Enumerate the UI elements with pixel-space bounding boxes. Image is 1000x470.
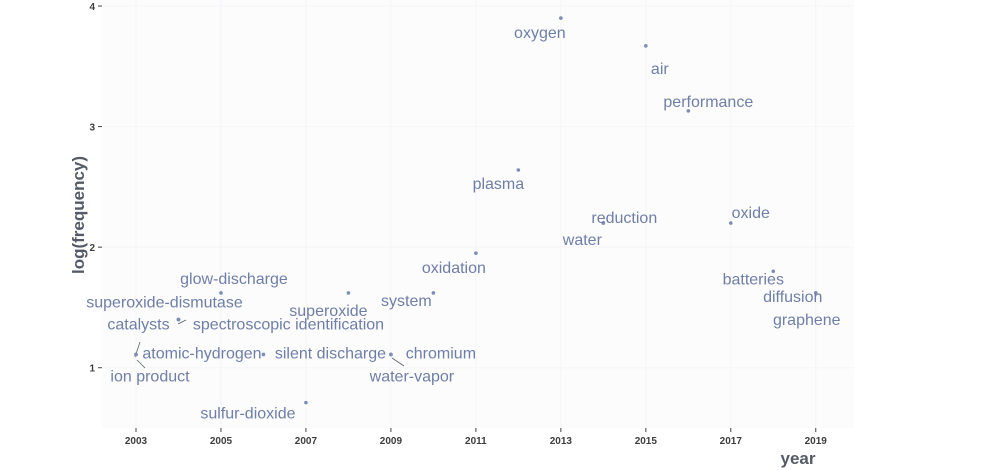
grid: [102, 0, 854, 428]
data-point-system: [431, 291, 436, 295]
x-tick-label: 2011: [465, 436, 487, 447]
plot-panel: [102, 0, 854, 428]
x-tick-label: 2009: [380, 436, 403, 447]
x-tick-label: 2017: [720, 436, 743, 447]
data-point-graphene: [813, 291, 818, 295]
data-point-spectroscopic-identification: [176, 317, 181, 322]
term-label-performance: performance: [663, 94, 753, 111]
data-point-glow-discharge: [219, 291, 223, 295]
term-label-sulfur-dioxide: sulfur-dioxide: [200, 406, 295, 423]
term-labels: oxygen air performance plasma reduction water…: [86, 25, 840, 423]
data-point-water: [601, 221, 606, 225]
leader-line-chromium: [391, 357, 405, 367]
data-point-sulfur-dioxide: [304, 400, 308, 405]
x-axis-title: year: [781, 449, 816, 468]
data-points: [134, 16, 818, 405]
y-tick-label: 3: [89, 123, 95, 134]
x-tick-label: 2005: [210, 436, 233, 447]
term-label-diffusion: diffusion: [763, 289, 822, 306]
leader-line-catalysts: [177, 319, 187, 325]
data-point-plasma: [516, 168, 521, 172]
term-label-ion-product: ion product: [110, 368, 190, 385]
x-tick-label: 2003: [125, 436, 148, 447]
term-label-atomic-hydrogen: atomic-hydrogen: [142, 345, 261, 362]
term-label-water-vapor: water-vapor: [369, 368, 455, 385]
term-label-oxidation: oxidation: [422, 260, 486, 277]
term-label-graphene: graphene: [773, 312, 841, 329]
term-label-reduction: reduction: [591, 210, 657, 227]
data-point-silent-discharge: [261, 352, 266, 357]
term-label-superoxide: superoxide: [289, 303, 367, 320]
data-point-oxygen: [559, 16, 563, 20]
term-label-batteries: batteries: [723, 271, 784, 288]
y-tick-label: 4: [89, 2, 95, 13]
term-label-plasma: plasma: [473, 176, 525, 193]
x-tick-label: 2013: [550, 436, 573, 447]
data-point-water-vapor: [389, 352, 393, 357]
data-point-superoxide: [346, 291, 351, 295]
term-label-superoxide-dismutase: superoxide-dismutase: [86, 294, 243, 311]
x-tick-label: 2019: [805, 436, 828, 447]
data-point-air: [644, 44, 648, 48]
term-label-silent-discharge: silent discharge: [275, 345, 386, 362]
y-tick-label: 1: [89, 364, 95, 375]
data-point-oxidation: [474, 251, 478, 255]
term-label-air: air: [651, 61, 669, 78]
term-label-oxygen: oxygen: [514, 25, 566, 42]
data-point-batteries: [771, 269, 776, 274]
y-tick-label: 2: [89, 243, 95, 254]
data-point-oxide: [728, 221, 733, 225]
term-label-catalysts: catalysts: [107, 316, 169, 333]
leader-line-ion-product: [136, 359, 146, 369]
term-label-water: water: [562, 232, 603, 249]
term-label-oxide: oxide: [732, 205, 770, 222]
data-point-ion-product: [134, 352, 138, 357]
term-label-chromium: chromium: [406, 345, 476, 362]
term-label-system: system: [381, 293, 432, 310]
x-tick-label: 2007: [295, 436, 318, 447]
y-axis-title: log(frequency): [69, 156, 88, 274]
term-label-glow-discharge: glow-discharge: [180, 271, 288, 288]
term-label-spectroscopic-identification: spectroscopic identification: [193, 316, 384, 333]
x-tick-label: 2015: [635, 436, 658, 447]
axis-ticks: 2003 2005 2007 2009 2011 2013 2015 2017 2019 1 2 3 4: [89, 2, 827, 447]
data-point-performance: [686, 109, 691, 113]
